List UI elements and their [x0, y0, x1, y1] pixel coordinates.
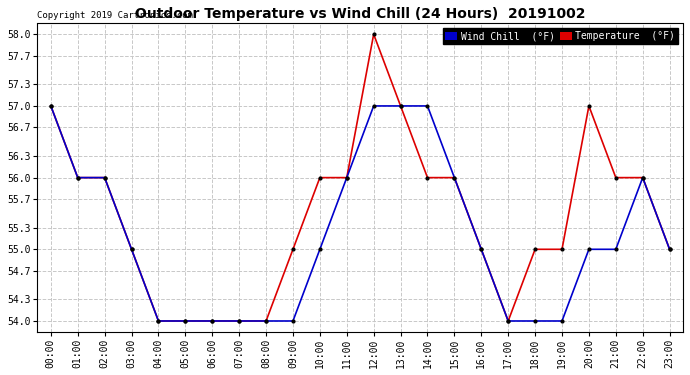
Text: Copyright 2019 Cartronics.com: Copyright 2019 Cartronics.com [37, 11, 193, 20]
Legend: Wind Chill  (°F), Temperature  (°F): Wind Chill (°F), Temperature (°F) [442, 28, 678, 44]
Title: Outdoor Temperature vs Wind Chill (24 Hours)  20191002: Outdoor Temperature vs Wind Chill (24 Ho… [135, 7, 586, 21]
